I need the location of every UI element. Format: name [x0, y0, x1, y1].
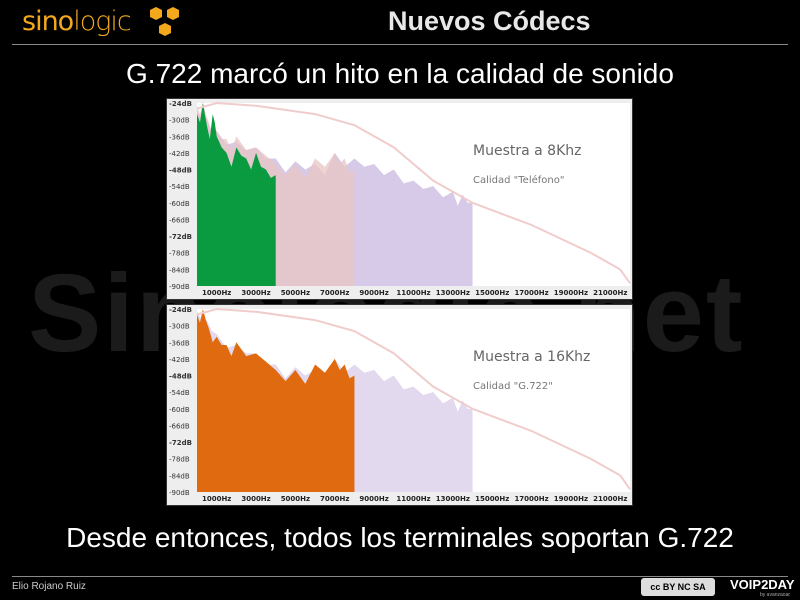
y-tick-label: -48dB — [169, 167, 192, 175]
x-tick-label: 5000Hz — [281, 495, 310, 503]
y-tick-label: -72dB — [169, 439, 192, 447]
spectrum-chart-16khz: -24dB -30dB -36dB -42dB -48dB -54dB -60dB -66dB… — [166, 304, 633, 506]
x-tick-label: 11000Hz — [396, 289, 430, 297]
chart-subtitle: Calidad "G.722" — [473, 381, 553, 392]
voip2day-sub: by avanzaoar — [760, 592, 791, 598]
x-tick-label: 11000Hz — [396, 495, 430, 503]
spectrum-chart-8khz: -24dB -30dB -36dB -42dB -48dB -54dB -60dB -66dB… — [166, 98, 633, 300]
y-tick-label: -60dB — [169, 200, 190, 208]
x-tick-label: 9000Hz — [359, 495, 388, 503]
spectrum-area — [197, 103, 276, 286]
y-tick-label: -24dB — [169, 100, 192, 108]
footer-divider — [12, 576, 788, 577]
x-tick-label: 7000Hz — [320, 289, 349, 297]
x-tick-label: 15000Hz — [475, 495, 509, 503]
slide-title: Nuevos Códecs — [388, 6, 591, 36]
creative-commons-badge: cc BY NC SA — [641, 578, 715, 596]
y-tick-label: -36dB — [169, 133, 190, 141]
y-tick-label: -78dB — [169, 456, 190, 464]
x-tick-label: 3000Hz — [241, 289, 270, 297]
y-tick-label: -54dB — [169, 183, 190, 191]
x-tick-label: 13000Hz — [436, 289, 470, 297]
filter-curve — [196, 307, 631, 490]
x-tick-label: 9000Hz — [359, 289, 388, 297]
y-tick-label: -48dB — [169, 373, 192, 381]
y-tick-label: -90dB — [169, 489, 190, 497]
y-tick-label: -30dB — [169, 323, 190, 331]
y-tick-label: -30dB — [169, 117, 190, 125]
chart-subtitle: Calidad "Teléfono" — [473, 174, 564, 186]
y-tick-label: -84dB — [169, 472, 190, 480]
voip2day-logo: VOIP2DAY — [730, 577, 795, 592]
y-tick-label: -60dB — [169, 406, 190, 414]
bottom-caption: Desde entonces, todos los terminales sop… — [66, 522, 734, 553]
y-tick-label: -66dB — [169, 422, 190, 430]
x-tick-label: 5000Hz — [281, 289, 310, 297]
x-tick-label: 7000Hz — [320, 495, 349, 503]
x-tick-label: 1000Hz — [202, 289, 231, 297]
x-tick-label: 17000Hz — [514, 495, 548, 503]
x-tick-label: 21000Hz — [593, 495, 627, 503]
sinologic-logo: sinologic — [22, 6, 132, 37]
y-tick-label: -84dB — [169, 266, 190, 274]
chart-title: Muestra a 16Khz — [473, 349, 590, 365]
x-tick-label: 15000Hz — [475, 289, 509, 297]
x-tick-label: 19000Hz — [554, 495, 588, 503]
x-tick-label: 3000Hz — [241, 495, 270, 503]
x-tick-label: 13000Hz — [436, 495, 470, 503]
slide-subtitle: G.722 marcó un hito en la calidad de son… — [126, 58, 674, 89]
y-tick-label: -36dB — [169, 339, 190, 347]
spectrum-area — [197, 309, 355, 492]
x-tick-label: 17000Hz — [514, 289, 548, 297]
honeycomb-logo-icon — [150, 7, 179, 36]
x-tick-label: 1000Hz — [202, 495, 231, 503]
x-tick-label: 19000Hz — [554, 289, 588, 297]
author-name: Elio Rojano Ruiz — [12, 581, 86, 592]
chart-title: Muestra a 8Khz — [473, 143, 581, 159]
header-divider — [12, 44, 788, 45]
filter-curve — [196, 101, 631, 284]
y-tick-label: -66dB — [169, 216, 190, 224]
x-tick-label: 21000Hz — [593, 289, 627, 297]
y-tick-label: -78dB — [169, 250, 190, 258]
y-tick-label: -54dB — [169, 389, 190, 397]
y-tick-label: -42dB — [169, 150, 190, 158]
y-tick-label: -24dB — [169, 306, 192, 314]
y-tick-label: -72dB — [169, 233, 192, 241]
y-tick-label: -42dB — [169, 356, 190, 364]
y-tick-label: -90dB — [169, 283, 190, 291]
